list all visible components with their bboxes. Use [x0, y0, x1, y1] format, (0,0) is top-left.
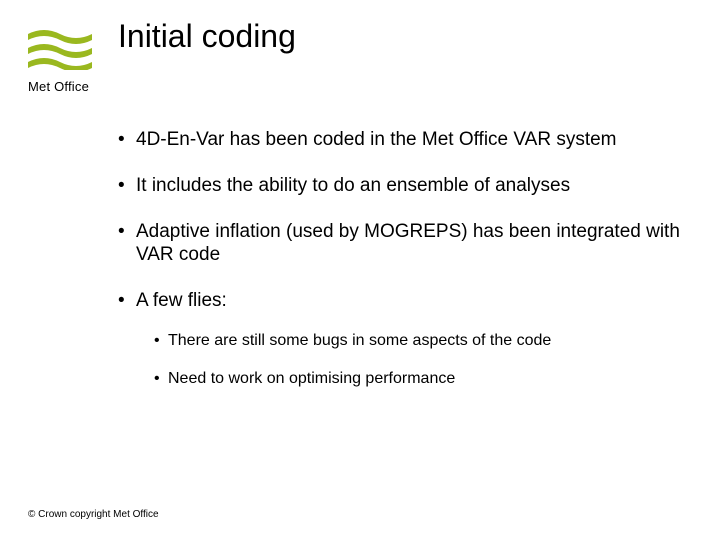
bullet-text: 4D-En-Var has been coded in the Met Offi… [136, 129, 617, 150]
logo-waves-icon [28, 26, 92, 70]
sub-bullet-text: Need to work on optimising performance [168, 370, 455, 387]
bullet-list: 4D-En-Var has been coded in the Met Offi… [118, 128, 680, 389]
bullet-text: It includes the ability to do an ensembl… [136, 175, 570, 196]
logo-text: Met Office [28, 79, 106, 94]
copyright-footer: © Crown copyright Met Office [28, 509, 159, 520]
bullet-item: 4D-En-Var has been coded in the Met Offi… [118, 128, 680, 152]
sub-bullet-text: There are still some bugs in some aspect… [168, 332, 551, 349]
wave-2 [28, 44, 92, 58]
slide-content: 4D-En-Var has been coded in the Met Offi… [118, 128, 680, 411]
bullet-text: A few flies: [136, 290, 227, 311]
bullet-item: It includes the ability to do an ensembl… [118, 174, 680, 198]
bullet-item: Adaptive inflation (used by MOGREPS) has… [118, 220, 680, 268]
bullet-text: Adaptive inflation (used by MOGREPS) has… [136, 221, 680, 266]
slide-title: Initial coding [118, 18, 296, 55]
sub-bullet-item: There are still some bugs in some aspect… [154, 331, 680, 351]
wave-3 [28, 58, 92, 70]
met-office-logo: Met Office [28, 26, 106, 94]
sub-bullet-list: There are still some bugs in some aspect… [154, 331, 680, 389]
sub-bullet-item: Need to work on optimising performance [154, 369, 680, 389]
bullet-item: A few flies: There are still some bugs i… [118, 289, 680, 389]
wave-1 [28, 30, 92, 44]
